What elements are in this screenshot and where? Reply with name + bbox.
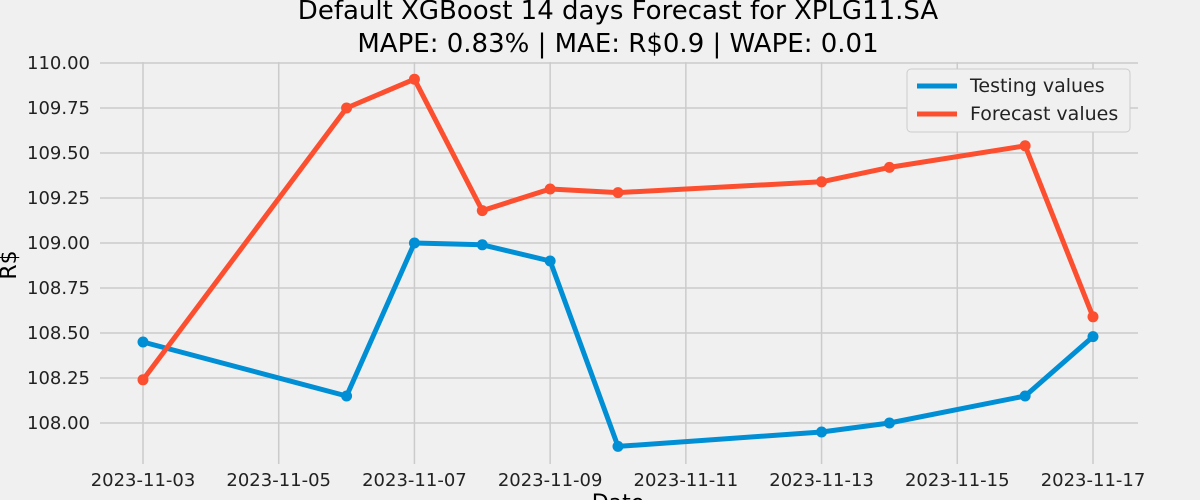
- x-tick-label: 2023-11-15: [905, 470, 1010, 491]
- y-tick-label: 109.50: [27, 143, 90, 164]
- series-forecast: [137, 73, 1099, 386]
- y-tick-label: 108.50: [27, 323, 90, 344]
- data-point: [137, 336, 149, 348]
- x-tick-label: 2023-11-09: [498, 470, 603, 491]
- x-tick-label: 2023-11-17: [1041, 470, 1146, 491]
- data-point: [341, 102, 353, 114]
- data-point: [544, 255, 556, 267]
- data-point: [137, 374, 149, 386]
- x-tick-labels: 2023-11-03 2023-11-05 2023-11-07 2023-11-09…: [91, 470, 1146, 491]
- y-tick-label: 110.00: [27, 53, 90, 74]
- series-line: [140, 240, 1096, 449]
- x-tick-label: 2023-11-13: [769, 470, 874, 491]
- y-tick-labels: 108.00 108.25 108.50 108.75 109.00 109.25 109.…: [27, 53, 90, 434]
- series-line: [140, 76, 1096, 383]
- y-tick-label: 109.25: [27, 188, 90, 209]
- series-testing: [137, 237, 1099, 452]
- data-point: [612, 440, 624, 452]
- y-tick-label: 109.75: [27, 98, 90, 119]
- data-point: [612, 187, 624, 199]
- data-point: [408, 237, 420, 249]
- data-point: [816, 176, 828, 188]
- data-point: [341, 390, 353, 402]
- legend-label-testing: Testing values: [969, 75, 1105, 97]
- data-point: [1087, 311, 1099, 323]
- x-tick-label: 2023-11-03: [91, 470, 196, 491]
- data-point: [476, 239, 488, 251]
- data-point: [883, 417, 895, 429]
- data-point: [544, 183, 556, 195]
- x-tick-label: 2023-11-05: [226, 470, 331, 491]
- y-tick-label: 108.75: [27, 278, 90, 299]
- series-layer: [137, 73, 1099, 452]
- y-axis-label: R$: [0, 250, 22, 279]
- y-tick-label: 108.25: [27, 368, 90, 389]
- legend: Testing values Forecast values: [906, 68, 1131, 133]
- data-point: [816, 426, 828, 438]
- legend-frame: [906, 68, 1131, 133]
- data-point: [883, 161, 895, 173]
- x-axis-label: Date: [592, 491, 645, 500]
- chart-title: Default XGBoost 14 days Forecast for XPL…: [298, 0, 939, 26]
- data-point: [1019, 140, 1031, 152]
- chart-subtitle: MAPE: 0.83% | MAE: R$0.9 | WAPE: 0.01: [357, 29, 878, 59]
- data-point: [476, 205, 488, 217]
- y-tick-label: 109.00: [27, 233, 90, 254]
- data-point: [1087, 331, 1099, 343]
- x-tick-label: 2023-11-07: [362, 470, 467, 491]
- y-tick-label: 108.00: [27, 413, 90, 434]
- x-tick-label: 2023-11-11: [634, 470, 739, 491]
- data-point: [1019, 390, 1031, 402]
- legend-label-forecast: Forecast values: [970, 103, 1118, 125]
- data-point: [408, 73, 420, 85]
